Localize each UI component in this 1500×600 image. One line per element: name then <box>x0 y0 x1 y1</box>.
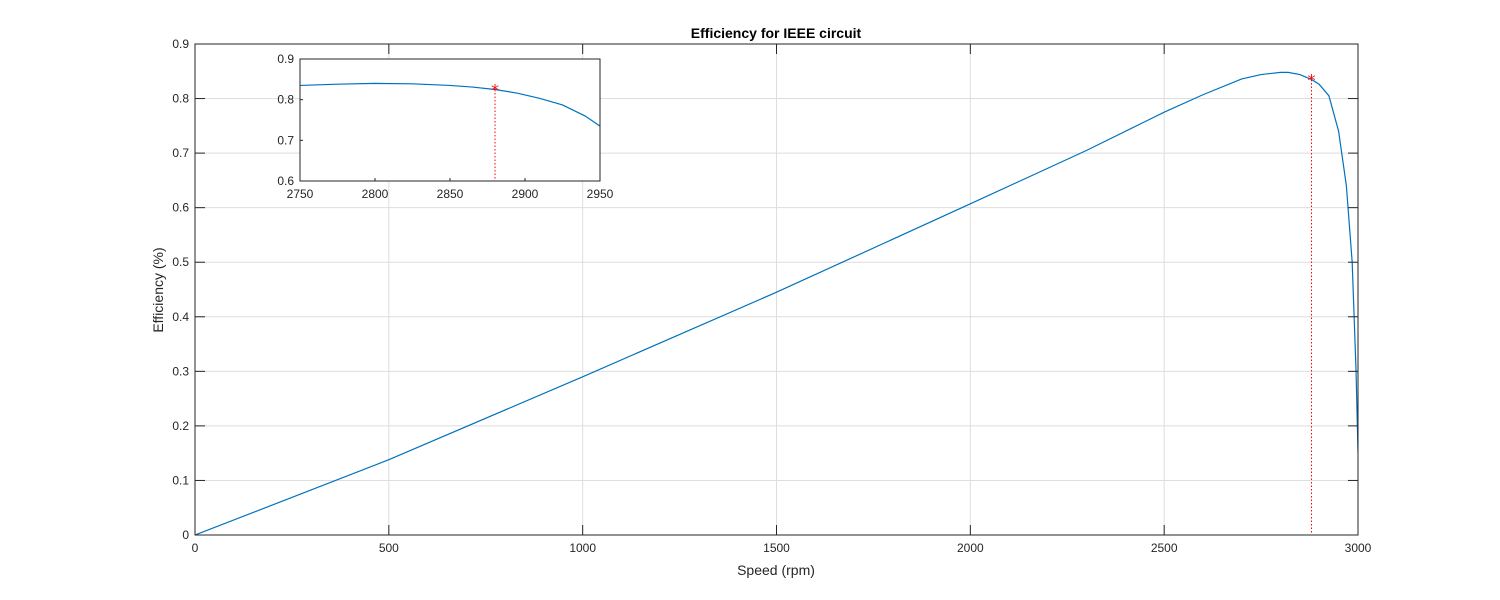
y-tick-label: 0.6 <box>277 174 294 188</box>
x-tick-label: 2500 <box>1151 541 1178 555</box>
x-tick-label: 3000 <box>1345 541 1372 555</box>
inset-plot-area <box>300 59 600 181</box>
x-tick-label: 2900 <box>512 187 539 201</box>
x-tick-label: 2950 <box>587 187 614 201</box>
y-axis-label: Efficiency (%) <box>150 247 166 332</box>
y-tick-label: 0 <box>182 528 189 542</box>
main-ticks: 0 500 1000 1500 2000 2500 3000 0 0.1 0.2 0.3 0.4 0.5… <box>172 37 1371 555</box>
main-series-group: * <box>195 70 1358 535</box>
y-tick-label: 0.5 <box>172 255 189 269</box>
operating-point-marker: * <box>1307 70 1315 89</box>
chart-title: Efficiency for IEEE circuit <box>691 25 862 41</box>
y-tick-label: 0.7 <box>172 146 189 160</box>
inset-axes: * 2750 2800 2850 2900 2950 0.6 0.7 0.8 0.9 <box>277 52 613 201</box>
operating-point-marker: * <box>491 81 499 100</box>
y-tick-label: 0.3 <box>172 364 189 378</box>
x-tick-label: 2750 <box>287 187 314 201</box>
inset-series-group: * <box>300 81 600 181</box>
efficiency-line <box>195 71 1358 535</box>
efficiency-line <box>300 82 600 127</box>
inset-ticks: 2750 2800 2850 2900 2950 0.6 0.7 0.8 0.9 <box>277 52 613 201</box>
x-tick-label: 1000 <box>569 541 596 555</box>
y-tick-label: 0.8 <box>277 93 294 107</box>
x-tick-label: 500 <box>379 541 399 555</box>
y-tick-label: 0.1 <box>172 473 189 487</box>
x-tick-label: 0 <box>192 541 199 555</box>
inset-axes-box <box>299 58 601 182</box>
x-tick-label: 2000 <box>957 541 984 555</box>
main-axes-box <box>194 43 1359 536</box>
x-tick-label: 2850 <box>437 187 464 201</box>
y-tick-label: 0.4 <box>172 310 189 324</box>
y-tick-label: 0.7 <box>277 133 294 147</box>
x-axis-label: Speed (rpm) <box>737 562 815 578</box>
y-tick-label: 0.9 <box>172 37 189 51</box>
x-tick-label: 2800 <box>362 187 389 201</box>
y-tick-label: 0.9 <box>277 52 294 66</box>
y-tick-label: 0.6 <box>172 201 189 215</box>
x-tick-label: 1500 <box>763 541 790 555</box>
y-tick-label: 0.8 <box>172 92 189 106</box>
y-tick-label: 0.2 <box>172 419 189 433</box>
